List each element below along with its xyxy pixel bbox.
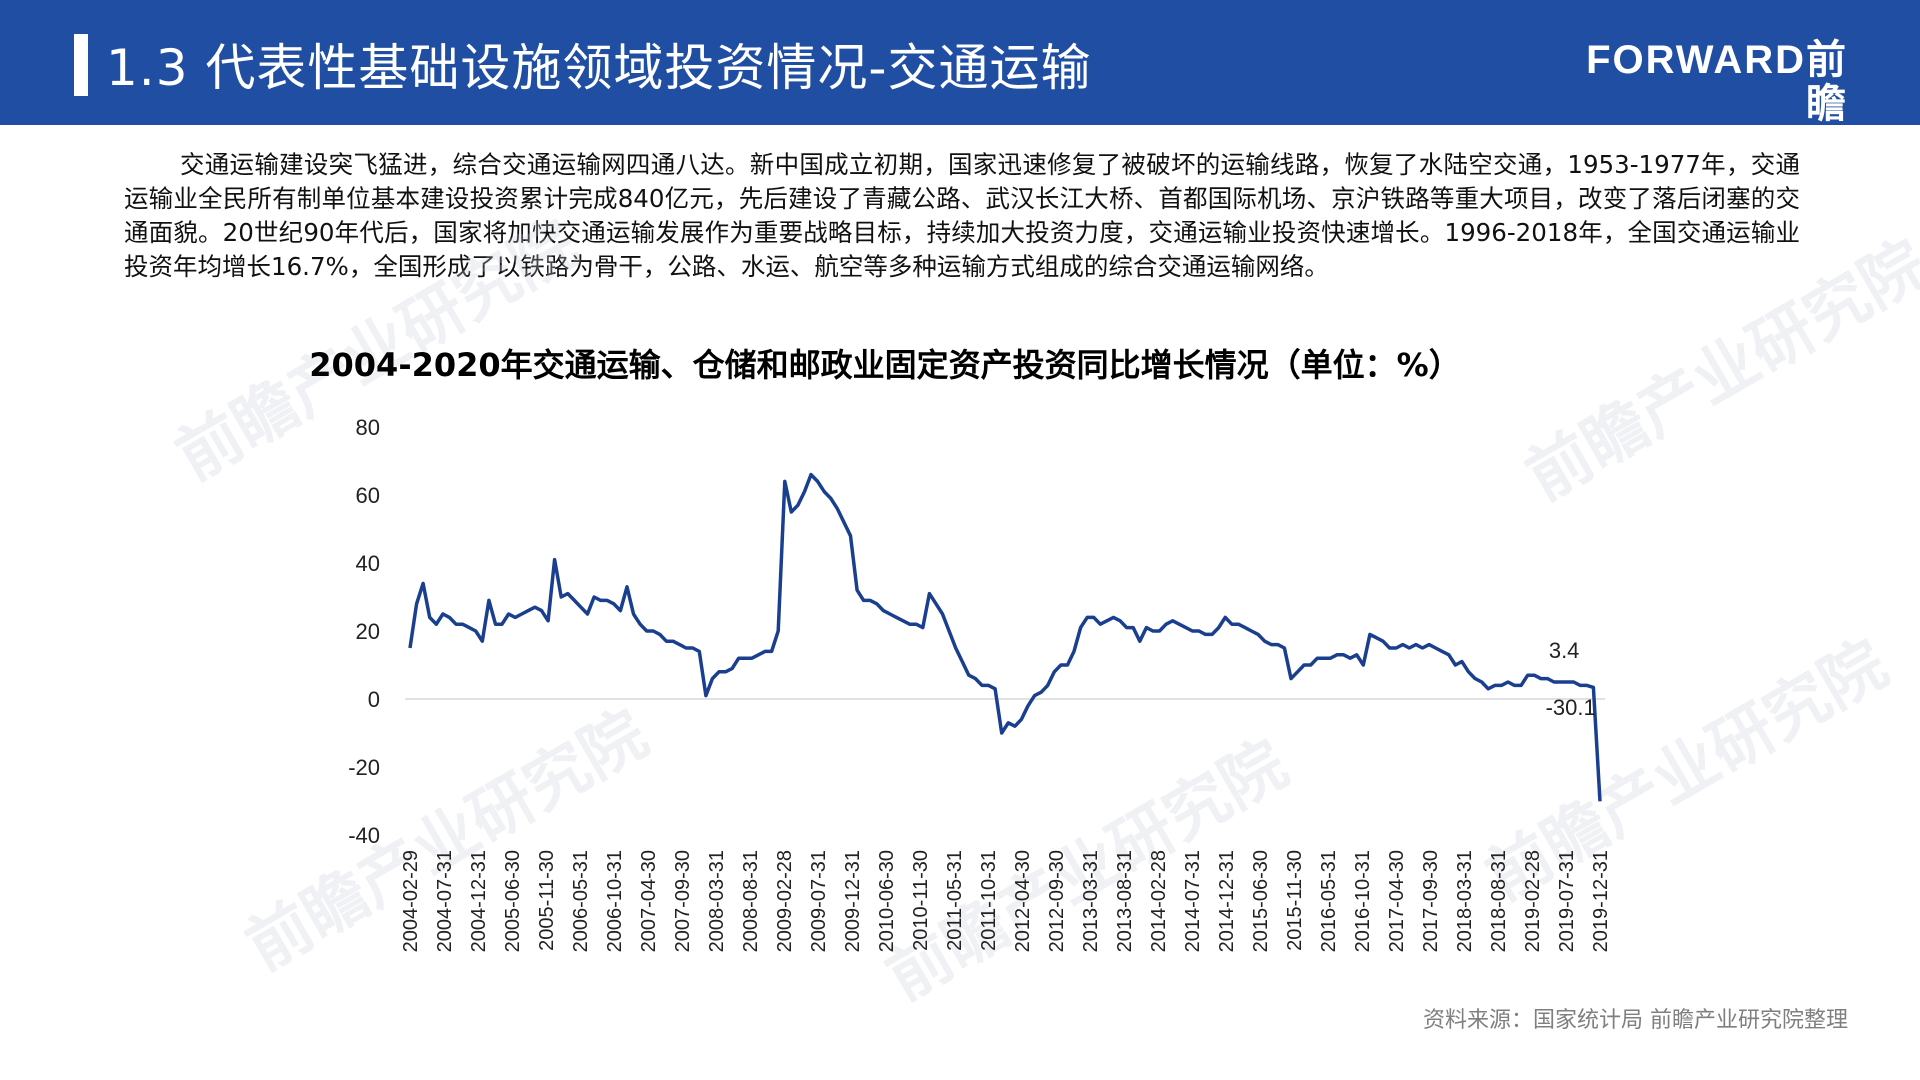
x-tick-label: 2010-06-30 [876, 850, 898, 952]
x-tick-label: 2014-07-31 [1182, 850, 1204, 952]
x-tick-label: 2013-08-31 [1114, 850, 1136, 952]
x-tick-label: 2017-04-30 [1386, 850, 1408, 952]
x-tick-label: 2004-12-31 [468, 850, 490, 952]
x-tick-label: 2014-12-31 [1216, 850, 1238, 952]
source-note: 资料来源：国家统计局 前瞻产业研究院整理 [1423, 1008, 1848, 1033]
y-tick-label: -20 [348, 755, 380, 780]
data-label: -30.1 [1546, 695, 1596, 720]
x-tick-label: 2005-06-30 [502, 850, 524, 952]
x-tick-label: 2013-03-31 [1080, 850, 1102, 952]
brand-subtitle: 中国产业咨询第一股 股票代码:839599 [1585, 129, 1848, 147]
x-tick-label: 2004-02-29 [400, 850, 422, 952]
data-label: 3.4 [1549, 638, 1580, 663]
brand-logo: FORWARD前瞻 中国产业咨询第一股 股票代码:839599 [1548, 38, 1848, 148]
x-tick-label: 2006-10-31 [604, 850, 626, 952]
x-tick-label: 2016-05-31 [1318, 850, 1340, 952]
intro-paragraph: 交通运输建设突飞猛进，综合交通运输网四通八达。新中国成立初期，国家迅速修复了被破… [124, 150, 1800, 281]
page-title: 1.3 代表性基础设施领域投资情况-交通运输 [106, 39, 1092, 97]
x-tick-label: 2010-11-30 [910, 850, 932, 951]
x-tick-label: 2012-04-30 [1012, 850, 1034, 952]
y-tick-label: 20 [356, 619, 380, 644]
x-tick-label: 2014-02-28 [1148, 850, 1170, 952]
x-tick-label: 2008-08-31 [740, 850, 762, 952]
title-accent-bar [74, 34, 88, 96]
x-tick-label: 2019-02-28 [1522, 850, 1544, 952]
x-tick-label: 2007-09-30 [672, 850, 694, 952]
x-tick-label: 2019-07-31 [1556, 850, 1578, 952]
x-tick-label: 2018-03-31 [1454, 850, 1476, 952]
x-tick-label: 2015-06-30 [1250, 850, 1272, 952]
x-tick-label: 2007-04-30 [638, 850, 660, 952]
x-tick-label: 2019-12-31 [1590, 850, 1612, 952]
chart-title-text: 2004-2020年交通运输、仓储和邮政业固定资产投资同比增长情况（单位：%） [309, 346, 1461, 384]
x-tick-label: 2011-10-31 [978, 850, 1000, 951]
chart-title: 2004-2020年交通运输、仓储和邮政业固定资产投资同比增长情况（单位：%） [0, 345, 1920, 385]
header-banner: 1.3 代表性基础设施领域投资情况-交通运输 FORWARD前瞻 中国产业咨询第… [0, 0, 1920, 147]
x-tick-label: 2018-08-31 [1488, 850, 1510, 952]
x-tick-label: 2009-02-28 [774, 850, 796, 952]
x-tick-label: 2017-09-30 [1420, 850, 1442, 952]
x-tick-label: 2012-09-30 [1046, 850, 1068, 952]
x-tick-label: 2009-12-31 [842, 850, 864, 952]
x-tick-label: 2005-11-30 [536, 850, 558, 951]
y-tick-label: 40 [356, 551, 380, 576]
y-tick-label: -40 [348, 823, 380, 848]
x-tick-label: 2009-07-31 [808, 850, 830, 952]
x-tick-label: 2004-07-31 [434, 850, 456, 952]
y-tick-label: 0 [368, 687, 380, 712]
x-tick-label: 2015-11-30 [1284, 850, 1306, 951]
brand-name: FORWARD前瞻 [1586, 38, 1848, 126]
y-tick-label: 80 [356, 415, 380, 440]
y-tick-label: 60 [356, 483, 380, 508]
x-tick-label: 2008-03-31 [706, 850, 728, 952]
series-line [408, 472, 1602, 802]
x-tick-label: 2011-05-31 [944, 850, 966, 951]
x-tick-label: 2006-05-31 [570, 850, 592, 952]
x-tick-label: 2016-10-31 [1352, 850, 1374, 952]
